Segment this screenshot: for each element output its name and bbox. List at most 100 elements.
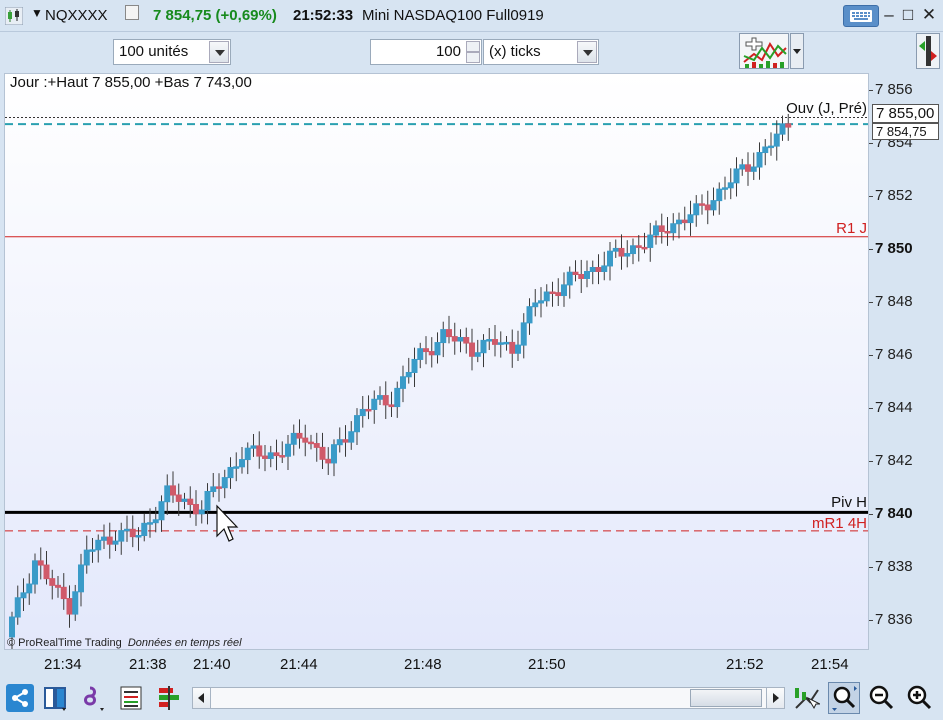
candle-body (710, 200, 717, 211)
y-tick-mark (869, 620, 873, 621)
candle-body (78, 564, 84, 593)
cursor-mode-icon[interactable] (792, 684, 821, 712)
keyboard-icon[interactable] (843, 5, 879, 27)
candle-body (388, 404, 395, 408)
candle-body (198, 509, 205, 515)
candle-body (331, 444, 337, 464)
chevron-down-icon[interactable]: ▼ (31, 6, 43, 20)
candlestick-icon[interactable] (5, 7, 23, 25)
candle-body (584, 270, 590, 279)
indicator-chart-icon (743, 37, 787, 68)
scroll-left-icon[interactable] (193, 688, 211, 708)
candle-body (750, 166, 757, 172)
candle-body (630, 245, 636, 255)
indicators-button[interactable] (739, 33, 789, 69)
candle-body (635, 245, 642, 248)
maximize-icon[interactable]: □ (902, 5, 914, 24)
candle-body (624, 253, 631, 257)
candle-body (359, 408, 366, 417)
candle-body (72, 591, 79, 615)
last-price-tag: 7 854,75 (872, 123, 939, 140)
candle-body (279, 455, 286, 458)
candle-body (555, 292, 562, 297)
scroll-thumb[interactable] (690, 689, 762, 707)
candle-body (273, 452, 280, 457)
y-tick-mark (869, 567, 873, 568)
candle-body (348, 431, 355, 443)
indicators-icon[interactable] (80, 684, 108, 712)
spin-up-icon[interactable] (466, 41, 480, 52)
candle-body (612, 247, 619, 252)
scroll-right-icon[interactable] (766, 688, 784, 708)
zoom-selection-icon[interactable] (828, 682, 860, 714)
quantity-stepper[interactable]: 100 (370, 39, 482, 65)
close-icon[interactable]: ✕ (921, 5, 937, 24)
y-tick-label: 7 850 (875, 240, 913, 257)
y-tick-mark (869, 196, 873, 197)
candle-body (227, 466, 234, 479)
candle-body (250, 445, 257, 449)
candle-body (175, 494, 182, 502)
side-panel-button[interactable] (916, 33, 940, 69)
zoom-out-icon[interactable] (867, 684, 895, 712)
chevron-down-icon[interactable] (209, 41, 229, 63)
candlestick-chart[interactable] (5, 74, 869, 650)
candle-body (147, 522, 153, 525)
candle-body (681, 219, 688, 224)
candle-body (32, 560, 38, 585)
offset-mode-select[interactable]: (x) ticks (483, 39, 599, 65)
candle-body (342, 439, 349, 443)
spin-down-icon[interactable] (466, 52, 480, 63)
drawing-list-icon[interactable] (117, 684, 145, 712)
units-select[interactable]: 100 unités (113, 39, 231, 65)
candle-body (532, 302, 539, 308)
candle-body (124, 528, 130, 532)
symbol-name[interactable]: NQXXXX (45, 7, 108, 24)
y-tick-label: 7 848 (875, 293, 913, 310)
price-chart[interactable]: Jour :+Haut 7 855,00 +Bas 7 743,00 Ouv (… (4, 73, 869, 650)
candle-body (118, 530, 125, 542)
candle-body (377, 395, 383, 400)
x-tick-label: 21:44 (280, 656, 318, 673)
candle-body (526, 306, 533, 324)
candle-body (538, 300, 544, 304)
candle-body (285, 443, 291, 457)
candle-body (170, 485, 176, 496)
candle-body (37, 560, 44, 566)
candle-body (543, 291, 550, 302)
candle-body (9, 616, 15, 638)
candle-body (135, 535, 142, 538)
candle-body (354, 415, 360, 433)
realtime-text: Données en temps réel (127, 637, 242, 649)
y-tick-label: 7 840 (875, 505, 913, 522)
share-icon[interactable] (6, 684, 34, 712)
order-arrows-icon (919, 36, 937, 66)
candle-body (578, 273, 585, 279)
candle-body (497, 342, 504, 345)
candle-body (101, 536, 107, 541)
symbol-checkbox[interactable] (125, 5, 139, 20)
horizontal-scrollbar[interactable] (192, 687, 785, 709)
layout-icon[interactable] (42, 684, 70, 712)
candle-body (256, 445, 263, 457)
x-tick-label: 21:48 (404, 656, 442, 673)
candle-body (382, 395, 389, 406)
candle-body (187, 498, 194, 505)
time-axis[interactable]: 21:34 21:38 21:40 21:44 21:48 21:50 21:52 21:54 (4, 651, 869, 677)
minimize-icon[interactable]: – (884, 5, 894, 24)
mouse-cursor-icon (216, 504, 239, 542)
candle-body (158, 501, 165, 521)
candle-body (727, 182, 734, 189)
y-tick-mark (869, 408, 873, 409)
x-tick-label: 21:54 (811, 656, 849, 673)
chevron-down-icon[interactable] (790, 33, 804, 69)
candle-body (785, 123, 792, 128)
candle-body (480, 339, 487, 354)
price-axis[interactable]: 7 856 7 854 7 852 7 850 7 848 7 846 7 844 7 842… (869, 73, 943, 650)
chevron-down-icon[interactable] (577, 41, 597, 63)
zoom-in-icon[interactable] (905, 684, 933, 712)
mr1-line-label: mR1 4H (811, 515, 867, 532)
bar-chart-icon[interactable] (155, 684, 183, 712)
candle-body (244, 447, 251, 461)
